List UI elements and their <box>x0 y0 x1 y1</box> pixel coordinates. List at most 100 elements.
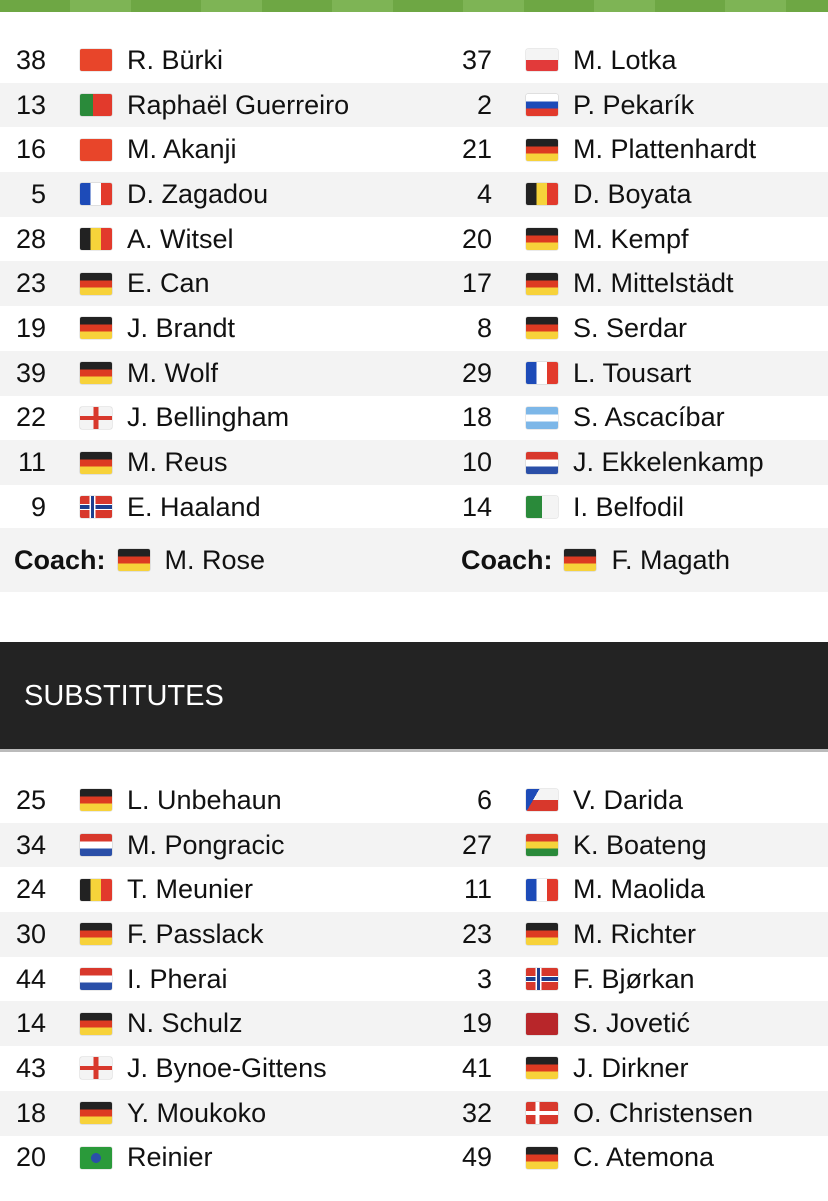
player[interactable]: 20 M. Kempf <box>446 217 828 262</box>
player[interactable]: 30 F. Passlack <box>0 912 382 957</box>
player[interactable]: 20 Reinier <box>0 1136 382 1181</box>
player-name[interactable]: R. Bürki <box>127 44 224 75</box>
player-name[interactable]: N. Schulz <box>127 1008 243 1039</box>
coach-name[interactable]: F. Magath <box>611 544 731 575</box>
player[interactable]: 2 P. Pekarík <box>446 83 828 128</box>
player-name[interactable]: J. Ekkelenkamp <box>573 447 764 478</box>
player[interactable]: 18 S. Ascacíbar <box>446 396 828 441</box>
shirt-number: 19 <box>15 312 46 343</box>
player[interactable]: 41 J. Dirkner <box>446 1046 828 1091</box>
coach[interactable]: Coach: M. Rose <box>0 528 382 592</box>
player[interactable]: 6 V. Darida <box>446 778 828 823</box>
player[interactable]: 10 J. Ekkelenkamp <box>446 440 828 485</box>
player[interactable]: 17 M. Mittelstädt <box>446 261 828 306</box>
table-row: 38 R. Bürki 37 M. Lotka <box>0 38 828 83</box>
player-name[interactable]: M. Akanji <box>127 134 237 165</box>
player-name[interactable]: S. Jovetić <box>573 1008 691 1039</box>
player[interactable]: 11 M. Reus <box>0 440 382 485</box>
player-name[interactable]: T. Meunier <box>127 874 254 905</box>
player-name[interactable]: M. Maolida <box>573 874 706 905</box>
player-name[interactable]: S. Serdar <box>573 312 688 343</box>
shirt-number: 29 <box>461 357 492 388</box>
player-name[interactable]: A. Witsel <box>127 223 234 254</box>
player-name[interactable]: Y. Moukoko <box>127 1097 267 1128</box>
player-name[interactable]: Reinier <box>127 1142 213 1173</box>
coach-name[interactable]: M. Rose <box>164 544 266 575</box>
player[interactable]: 24 T. Meunier <box>0 867 382 912</box>
player-name[interactable]: M. Mittelstädt <box>573 268 734 299</box>
player-name[interactable]: M. Kempf <box>573 223 689 254</box>
player[interactable]: 44 I. Pherai <box>0 957 382 1002</box>
player-name[interactable]: J. Bellingham <box>127 402 290 433</box>
player-name[interactable]: J. Brandt <box>127 312 236 343</box>
player[interactable]: 37 M. Lotka <box>446 38 828 83</box>
player[interactable]: 18 Y. Moukoko <box>0 1091 382 1136</box>
player[interactable]: 14 N. Schulz <box>0 1001 382 1046</box>
player[interactable]: 38 R. Bürki <box>0 38 382 83</box>
player-name[interactable]: M. Lotka <box>573 44 677 75</box>
player-name[interactable]: Raphaël Guerreiro <box>127 89 350 120</box>
player-name[interactable]: K. Boateng <box>573 829 707 860</box>
player-name[interactable]: V. Darida <box>573 784 684 815</box>
player-name[interactable]: M. Reus <box>127 447 228 478</box>
player-name[interactable]: D. Boyata <box>573 178 692 209</box>
player[interactable]: 14 I. Belfodil <box>446 485 828 530</box>
player[interactable]: 34 M. Pongracic <box>0 823 382 868</box>
shirt-number: 8 <box>476 312 492 343</box>
player[interactable]: 25 L. Unbehaun <box>0 778 382 823</box>
player[interactable]: 23 M. Richter <box>446 912 828 957</box>
coach[interactable]: Coach: F. Magath <box>446 528 828 592</box>
player[interactable]: 13 Raphaël Guerreiro <box>0 83 382 128</box>
player[interactable]: 4 D. Boyata <box>446 172 828 217</box>
shirt-number: 6 <box>476 784 492 815</box>
player[interactable]: 39 M. Wolf <box>0 351 382 396</box>
table-row: 23 E. Can 17 M. Mittelstädt <box>0 261 828 307</box>
player-name[interactable]: M. Pongracic <box>127 829 285 860</box>
player-name[interactable]: M. Plattenhardt <box>573 134 757 165</box>
player-name[interactable]: I. Pherai <box>127 963 228 994</box>
player[interactable]: 23 E. Can <box>0 261 382 306</box>
player[interactable]: 8 S. Serdar <box>446 306 828 351</box>
player-name[interactable]: M. Wolf <box>127 357 219 388</box>
player[interactable]: 32 O. Christensen <box>446 1091 828 1136</box>
player-name[interactable]: D. Zagadou <box>127 178 269 209</box>
shirt-number: 11 <box>17 447 46 478</box>
player[interactable]: 5 D. Zagadou <box>0 172 382 217</box>
player-name[interactable]: E. Haaland <box>127 491 261 522</box>
player-name[interactable]: L. Tousart <box>573 357 692 388</box>
shirt-number: 20 <box>461 223 492 254</box>
player-name[interactable]: E. Can <box>127 268 210 299</box>
player[interactable]: 27 K. Boateng <box>446 823 828 868</box>
shirt-number: 43 <box>15 1052 46 1083</box>
player[interactable]: 3 F. Bjørkan <box>446 957 828 1002</box>
player-name[interactable]: S. Ascacíbar <box>573 402 725 433</box>
flag-nl-icon <box>526 451 558 474</box>
player-name[interactable]: P. Pekarík <box>573 89 695 120</box>
player[interactable]: 19 J. Brandt <box>0 306 382 351</box>
player[interactable]: 11 M. Maolida <box>446 867 828 912</box>
player-name[interactable]: J. Bynoe-Gittens <box>127 1052 327 1083</box>
player-name[interactable]: M. Richter <box>573 918 697 949</box>
flag-ch-icon <box>80 138 112 161</box>
player[interactable]: 29 L. Tousart <box>446 351 828 396</box>
player-name[interactable]: I. Belfodil <box>573 491 685 522</box>
player[interactable]: 22 J. Bellingham <box>0 396 382 441</box>
player-name[interactable]: C. Atemona <box>573 1142 715 1173</box>
shirt-number: 37 <box>461 44 492 75</box>
player-name[interactable]: O. Christensen <box>573 1097 754 1128</box>
player[interactable]: 19 S. Jovetić <box>446 1001 828 1046</box>
shirt-number: 11 <box>463 874 492 905</box>
player[interactable]: 9 E. Haaland <box>0 485 382 530</box>
flag-de-icon <box>526 1057 558 1080</box>
flag-de-icon <box>80 789 112 812</box>
player[interactable]: 43 J. Bynoe-Gittens <box>0 1046 382 1091</box>
player[interactable]: 16 M. Akanji <box>0 127 382 172</box>
player-name[interactable]: J. Dirkner <box>573 1052 689 1083</box>
player-name[interactable]: F. Passlack <box>127 918 264 949</box>
shirt-number: 14 <box>461 491 492 522</box>
player-name[interactable]: L. Unbehaun <box>127 784 282 815</box>
player[interactable]: 21 M. Plattenhardt <box>446 127 828 172</box>
player[interactable]: 49 C. Atemona <box>446 1136 828 1181</box>
player[interactable]: 28 A. Witsel <box>0 217 382 262</box>
player-name[interactable]: F. Bjørkan <box>573 963 695 994</box>
